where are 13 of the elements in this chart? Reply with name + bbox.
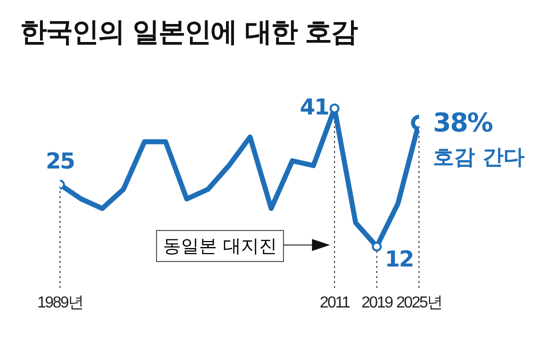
x-tick-label: 2019 (361, 294, 394, 312)
data-label: 38% (433, 108, 494, 139)
data-label: 12 (384, 248, 414, 273)
x-tick-label: 2025년 (396, 294, 442, 312)
annotation: 호감 간다 (433, 144, 524, 171)
data-label: 25 (46, 150, 74, 175)
x-tick-label: 1989년 (37, 294, 83, 312)
point (330, 103, 340, 114)
point (372, 242, 382, 252)
data-label: 41 (300, 95, 329, 120)
annotation: 동일본 대지진 (156, 230, 284, 262)
chart-title: 한국인의 일본인에 대한 호감 (20, 16, 358, 50)
x-tick-label: 2011 (320, 294, 351, 312)
